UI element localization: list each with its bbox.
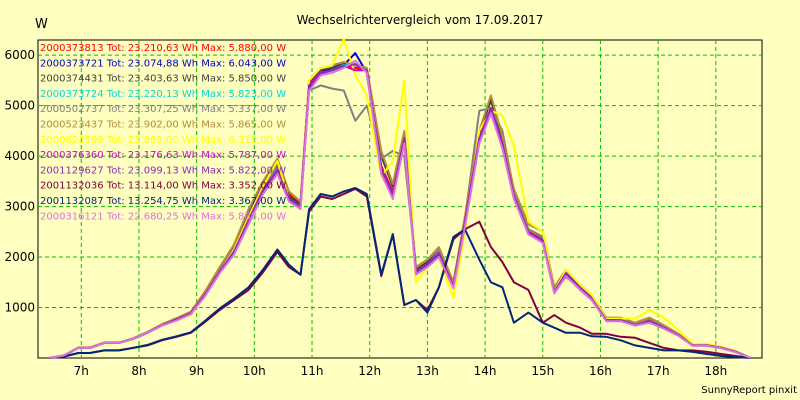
x-tick-label: 17h xyxy=(647,364,670,378)
legend-entry: 2001132036 Tot: 13.114,00 Wh Max: 3.352,… xyxy=(40,181,286,192)
x-tick-label: 16h xyxy=(589,364,612,378)
x-tick-label: 11h xyxy=(301,364,324,378)
y-axis-unit: W xyxy=(35,17,48,32)
x-tick-label: 18h xyxy=(704,364,727,378)
series-line xyxy=(49,59,751,359)
legend-entry: 2000316121 Tot: 22.680,25 Wh Max: 5.888,… xyxy=(40,211,286,222)
legend-entry: 2000373724 Tot: 23.220,13 Wh Max: 5.823,… xyxy=(40,89,286,100)
x-tick-label: 15h xyxy=(531,364,554,378)
legend-entry: 2000523437 Tot: 23.902,00 Wh Max: 5.865,… xyxy=(40,120,286,131)
legend: 2000373813 Tot: 23.210,63 Wh Max: 5.880,… xyxy=(40,43,286,222)
x-tick-label: 10h xyxy=(243,364,266,378)
x-axis-ticks: 7h 8h 9h 10h 11h 12h 13h 14h 15h 16h 17h 18h xyxy=(74,364,728,378)
legend-entry: 2000376360 Tot: 23.176,63 Wh Max: 5.787,… xyxy=(40,150,286,161)
legend-entry: 2000373721 Tot: 23.074,88 Wh Max: 6.043,… xyxy=(40,58,286,69)
legend-entry: 2000374431 Tot: 23.403,63 Wh Max: 5.850,… xyxy=(40,74,286,85)
legend-entry: 2001129627 Tot: 23.099,13 Wh Max: 5.822,… xyxy=(40,165,286,176)
plot-area xyxy=(37,39,763,359)
footer-credit: SunnyReport pinxit xyxy=(701,385,797,396)
y-tick-label: 5000 xyxy=(4,99,35,113)
y-tick-label: 2000 xyxy=(4,250,35,264)
y-tick-label: 4000 xyxy=(4,149,35,163)
x-tick-label: 9h xyxy=(189,364,204,378)
legend-entry: 2000373813 Tot: 23.210,63 Wh Max: 5.880,… xyxy=(40,43,286,54)
y-tick-label: 6000 xyxy=(4,48,35,62)
series-line xyxy=(49,187,751,359)
y-tick-label: 3000 xyxy=(4,200,35,214)
x-tick-label: 7h xyxy=(74,364,89,378)
legend-entry: 2001132087 Tot: 13.254,75 Wh Max: 3.367,… xyxy=(40,196,286,207)
y-tick-label: 1000 xyxy=(4,301,35,315)
legend-entry: 2000623599 Tot: 23.899,00 Wh Max: 6.319,… xyxy=(40,135,286,146)
x-tick-label: 12h xyxy=(358,364,381,378)
series-lines xyxy=(49,38,751,359)
x-tick-label: 8h xyxy=(131,364,146,378)
legend-entry: 2000502737 Tot: 23.307,25 Wh Max: 5.337,… xyxy=(40,104,286,115)
x-tick-label: 14h xyxy=(474,364,497,378)
y-axis-ticks: 1000 2000 3000 4000 5000 6000 xyxy=(4,48,35,314)
x-tick-label: 13h xyxy=(416,364,439,378)
chart-title: Wechselrichtervergleich vom 17.09.2017 xyxy=(297,13,544,27)
